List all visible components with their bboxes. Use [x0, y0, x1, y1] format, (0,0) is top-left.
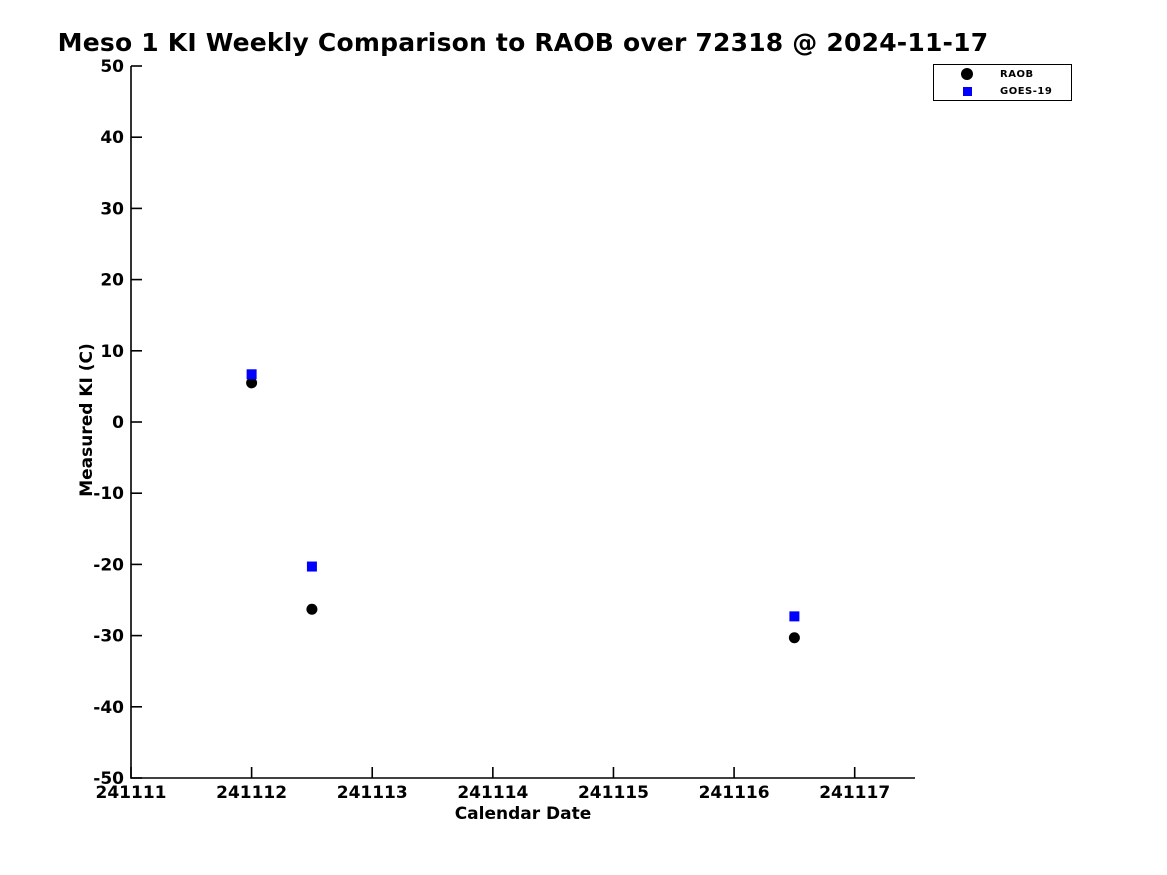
y-tick-label: 40	[100, 128, 124, 148]
legend-label: RAOB	[1000, 68, 1034, 80]
x-tick-label: 241116	[699, 783, 770, 803]
x-tick-label: 241112	[216, 783, 287, 803]
legend-square-marker-icon	[934, 86, 1000, 96]
y-tick-label: -10	[93, 484, 124, 504]
goes-19-point	[306, 561, 317, 572]
legend-label: GOES-19	[1000, 85, 1053, 97]
x-tick-label: 241117	[819, 783, 890, 803]
circle-icon	[961, 68, 973, 80]
raob-point	[306, 603, 318, 615]
y-tick-label: -30	[93, 627, 124, 647]
y-tick-label: 10	[100, 342, 124, 362]
y-tick-label: -40	[93, 698, 124, 718]
square-icon	[962, 86, 972, 96]
y-axis-label: Measured KI (C)	[77, 343, 97, 497]
x-tick-label: 241115	[578, 783, 649, 803]
x-tick-label: 241111	[96, 783, 167, 803]
raob-point	[246, 377, 258, 389]
x-tick-label: 241113	[337, 783, 408, 803]
y-tick-label: -50	[93, 769, 124, 789]
y-tick-label: 20	[100, 271, 124, 291]
y-tick-label: 0	[112, 413, 124, 433]
x-axis-label: Calendar Date	[454, 804, 592, 824]
y-tick-label: 50	[100, 57, 124, 77]
goes-19-point	[246, 369, 257, 380]
y-tick-label: -20	[93, 555, 124, 575]
legend-entry-raob: RAOB	[934, 67, 1071, 82]
x-tick-label: 241114	[457, 783, 528, 803]
y-tick-label: 30	[100, 199, 124, 219]
axis-spines	[130, 66, 915, 779]
legend: RAOB GOES-19	[933, 64, 1072, 101]
legend-entry-goes-19: GOES-19	[934, 84, 1071, 99]
goes-19-point	[789, 611, 800, 622]
chart-title: Meso 1 KI Weekly Comparison to RAOB over…	[57, 28, 989, 57]
raob-point	[788, 632, 800, 644]
legend-circle-marker-icon	[934, 68, 1000, 80]
